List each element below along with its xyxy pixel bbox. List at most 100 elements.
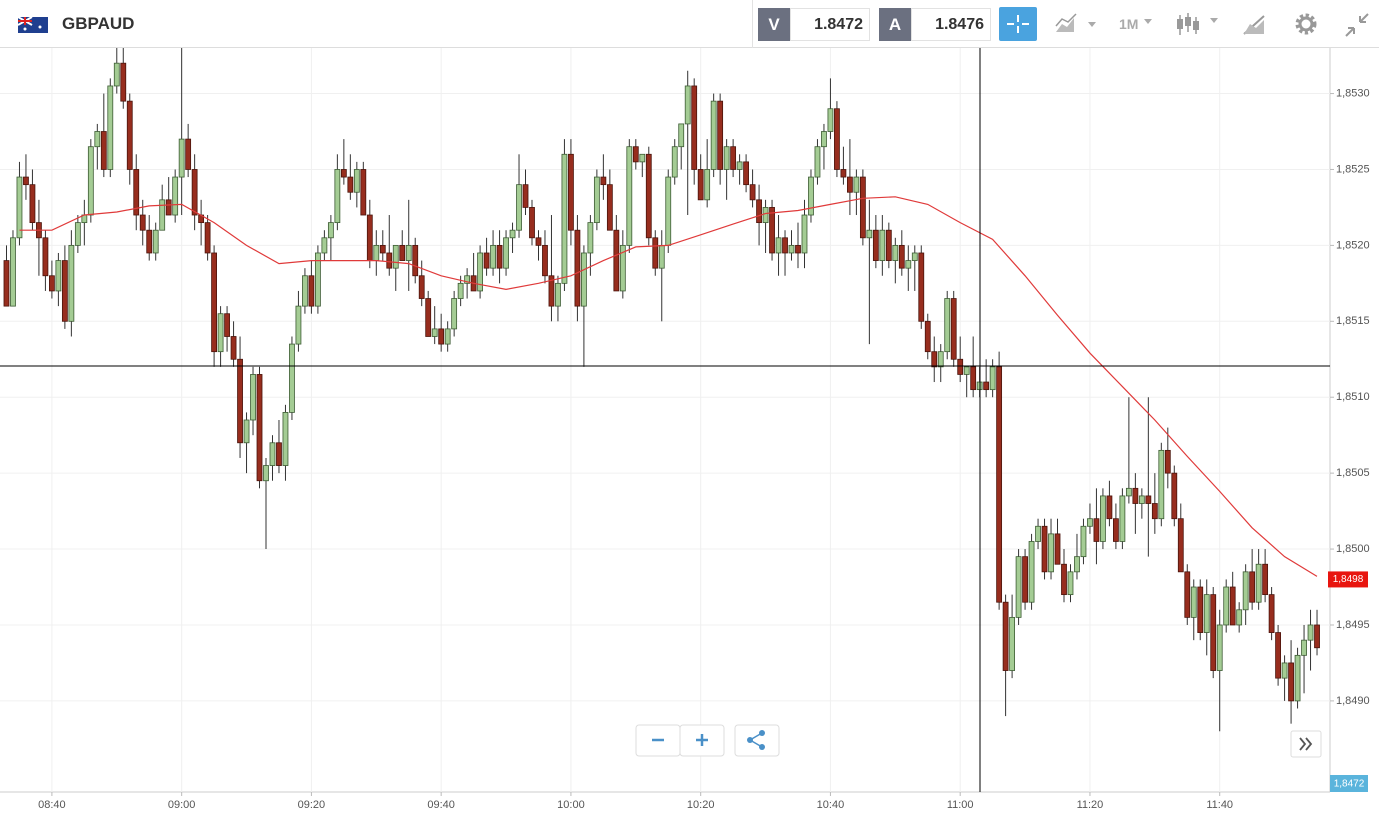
candle-body — [152, 229, 159, 254]
candle-body — [133, 169, 140, 216]
crosshair-button[interactable] — [999, 7, 1037, 41]
candle-body — [723, 146, 730, 170]
candle-body — [1288, 662, 1294, 702]
candle-body — [1002, 601, 1009, 671]
candle-body — [308, 275, 315, 307]
zoom-in-button[interactable] — [679, 724, 725, 757]
candle-body — [457, 282, 464, 299]
candle-body — [224, 313, 230, 337]
candle-body — [1301, 639, 1307, 656]
drawing-tools-button[interactable] — [1240, 10, 1270, 40]
share-button[interactable] — [734, 724, 780, 757]
candle-body — [503, 237, 509, 269]
x-tick-label: 09:00 — [168, 799, 196, 811]
candle-body — [529, 207, 535, 239]
candle-body — [23, 176, 29, 186]
candle-body — [269, 442, 276, 466]
candle-body — [49, 275, 55, 292]
candle-body — [1229, 586, 1236, 626]
candle-body — [1171, 472, 1178, 520]
candle-body — [139, 214, 146, 231]
candle-body — [289, 343, 295, 413]
candle-body — [730, 146, 737, 170]
candle-body — [1132, 487, 1139, 504]
cursor-price-box — [1330, 775, 1368, 792]
candle-body — [970, 366, 977, 391]
candle-body — [568, 153, 574, 231]
candle-body — [775, 237, 782, 254]
candle-body — [94, 131, 101, 148]
candle-body — [185, 138, 192, 170]
candle-body — [146, 229, 153, 254]
candle-body — [509, 229, 516, 239]
candle-body — [302, 275, 308, 307]
candle-body — [172, 176, 179, 216]
candle-body — [743, 161, 749, 186]
candle-body — [159, 199, 166, 231]
candle-type-button[interactable] — [1175, 10, 1235, 40]
candle-body — [250, 374, 256, 421]
candle-body — [418, 275, 425, 299]
candle-body — [1242, 571, 1249, 611]
candle-body — [931, 351, 938, 368]
candle-body — [1314, 624, 1320, 649]
candle-body — [55, 260, 62, 292]
candle-body — [230, 336, 237, 360]
candle-body — [801, 214, 808, 254]
fullscreen-button[interactable] — [1342, 10, 1372, 40]
candle-body — [1164, 449, 1171, 474]
candle-body — [1262, 563, 1269, 596]
candle-body — [113, 62, 120, 87]
y-tick-label: 1,8510 — [1336, 391, 1370, 403]
candle-body — [950, 298, 957, 360]
candle-body — [392, 244, 399, 269]
candle-body — [944, 298, 951, 353]
candle-body — [165, 199, 172, 216]
candle-body — [347, 176, 354, 193]
scroll-right-button[interactable] — [1290, 730, 1322, 758]
y-tick-label: 1,8500 — [1336, 543, 1370, 555]
candle-body — [16, 176, 23, 239]
zoom-out-button[interactable] — [635, 724, 681, 757]
candle-body — [1158, 449, 1165, 520]
bid-price[interactable]: 1.8472 — [790, 8, 870, 41]
candle-body — [42, 237, 49, 277]
candle-body — [736, 161, 743, 170]
candle-body — [665, 176, 672, 246]
x-tick-label: 11:40 — [1206, 799, 1233, 811]
candle-body — [3, 260, 10, 307]
candle-body — [444, 328, 451, 345]
candle-body — [581, 252, 587, 307]
candle-body — [477, 252, 483, 292]
candle-body — [542, 244, 548, 277]
candle-body — [749, 184, 756, 201]
candle-body — [905, 260, 912, 269]
candle-body — [697, 169, 704, 201]
chart-type-button[interactable] — [1050, 10, 1110, 40]
y-tick-label: 1,8515 — [1336, 315, 1370, 327]
ask-label: A — [879, 8, 911, 41]
candle-body — [1009, 616, 1015, 671]
candle-body — [1249, 571, 1256, 603]
candle-body — [704, 169, 711, 201]
candle-body — [315, 252, 321, 307]
candle-body — [911, 252, 918, 261]
candle-body — [924, 320, 931, 353]
candle-body — [879, 229, 886, 261]
x-tick-label: 11:20 — [1077, 799, 1104, 811]
x-tick-label: 09:20 — [298, 799, 326, 811]
candle-body — [516, 184, 522, 231]
y-tick-label: 1,8530 — [1336, 87, 1370, 99]
candle-body — [1015, 556, 1022, 618]
candle-body — [366, 214, 373, 261]
candle-body — [496, 244, 503, 269]
candle-body — [535, 237, 542, 246]
candle-body — [788, 244, 795, 254]
candle-body — [1255, 563, 1262, 603]
ask-price[interactable]: 1.8476 — [911, 8, 991, 41]
candle-body — [522, 184, 529, 208]
candle-body — [1067, 571, 1074, 596]
settings-button[interactable] — [1292, 10, 1322, 40]
timeframe[interactable]: 1M — [1119, 16, 1139, 32]
